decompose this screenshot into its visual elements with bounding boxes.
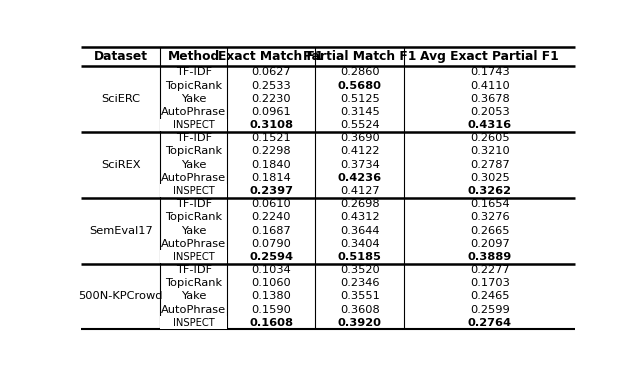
Text: INSPECT: INSPECT bbox=[170, 318, 218, 328]
Text: 0.2298: 0.2298 bbox=[252, 147, 291, 156]
Text: INSPECT: INSPECT bbox=[173, 120, 214, 130]
Text: 0.2346: 0.2346 bbox=[340, 278, 380, 288]
Text: 0.3734: 0.3734 bbox=[340, 160, 380, 170]
Bar bbox=[161, 185, 227, 197]
Text: Partial Match F1: Partial Match F1 bbox=[303, 50, 417, 63]
Text: 0.2764: 0.2764 bbox=[468, 318, 512, 328]
Text: 0.1814: 0.1814 bbox=[252, 173, 291, 183]
Text: INSPECT: INSPECT bbox=[173, 252, 214, 262]
Text: 0.5125: 0.5125 bbox=[340, 94, 380, 104]
Text: 0.2397: 0.2397 bbox=[249, 186, 293, 196]
Text: 0.2053: 0.2053 bbox=[470, 107, 509, 117]
Text: 0.1840: 0.1840 bbox=[252, 160, 291, 170]
Text: Yake: Yake bbox=[181, 226, 207, 236]
Text: 0.2698: 0.2698 bbox=[340, 199, 380, 209]
Text: 0.2277: 0.2277 bbox=[470, 265, 509, 275]
Text: 0.4110: 0.4110 bbox=[470, 80, 509, 91]
Text: SciREX: SciREX bbox=[101, 160, 140, 170]
Text: 0.3145: 0.3145 bbox=[340, 107, 380, 117]
Text: Yake: Yake bbox=[181, 160, 207, 170]
Text: 0.4236: 0.4236 bbox=[338, 173, 382, 183]
Text: 0.4316: 0.4316 bbox=[468, 120, 512, 130]
Text: AutoPhrase: AutoPhrase bbox=[161, 107, 227, 117]
Text: TF-IDF: TF-IDF bbox=[176, 67, 212, 77]
Text: TopicRank: TopicRank bbox=[165, 212, 222, 222]
Text: 0.5680: 0.5680 bbox=[338, 80, 381, 91]
Text: 0.2860: 0.2860 bbox=[340, 67, 380, 77]
Text: 0.3262: 0.3262 bbox=[468, 186, 512, 196]
Text: AutoPhrase: AutoPhrase bbox=[161, 305, 227, 315]
Text: 0.1060: 0.1060 bbox=[252, 278, 291, 288]
Bar bbox=[161, 250, 227, 263]
Text: INSPECT: INSPECT bbox=[170, 186, 218, 196]
Text: Yake: Yake bbox=[181, 291, 207, 302]
Text: 0.3644: 0.3644 bbox=[340, 226, 380, 236]
Text: 0.2599: 0.2599 bbox=[470, 305, 509, 315]
Text: AutoPhrase: AutoPhrase bbox=[161, 239, 227, 249]
Text: Method: Method bbox=[168, 50, 220, 63]
Text: 0.1034: 0.1034 bbox=[252, 265, 291, 275]
Text: 0.2240: 0.2240 bbox=[252, 212, 291, 222]
Text: 0.0790: 0.0790 bbox=[252, 239, 291, 249]
Text: 0.0610: 0.0610 bbox=[252, 199, 291, 209]
Text: 0.3690: 0.3690 bbox=[340, 133, 380, 143]
Text: 0.5185: 0.5185 bbox=[338, 252, 381, 262]
Text: SemEval17: SemEval17 bbox=[89, 226, 152, 236]
Text: INSPECT: INSPECT bbox=[173, 186, 214, 196]
Text: 0.2230: 0.2230 bbox=[252, 94, 291, 104]
Text: 0.5524: 0.5524 bbox=[340, 120, 380, 130]
Text: 0.1687: 0.1687 bbox=[252, 226, 291, 236]
Text: 0.3920: 0.3920 bbox=[338, 318, 381, 328]
Text: 0.2787: 0.2787 bbox=[470, 160, 509, 170]
Text: INSPECT: INSPECT bbox=[170, 252, 218, 262]
Text: 0.4312: 0.4312 bbox=[340, 212, 380, 222]
Text: 0.1703: 0.1703 bbox=[470, 278, 509, 288]
Text: Avg Exact Partial F1: Avg Exact Partial F1 bbox=[420, 50, 559, 63]
Text: INSPECT: INSPECT bbox=[170, 120, 218, 130]
Text: 0.1521: 0.1521 bbox=[252, 133, 291, 143]
Text: 0.1743: 0.1743 bbox=[470, 67, 509, 77]
Text: 0.3276: 0.3276 bbox=[470, 212, 509, 222]
Text: 0.2605: 0.2605 bbox=[470, 133, 509, 143]
Text: 0.0961: 0.0961 bbox=[252, 107, 291, 117]
Text: 0.2097: 0.2097 bbox=[470, 239, 509, 249]
Text: 0.2665: 0.2665 bbox=[470, 226, 509, 236]
Text: 0.2594: 0.2594 bbox=[249, 252, 293, 262]
Text: 0.2533: 0.2533 bbox=[252, 80, 291, 91]
Text: TF-IDF: TF-IDF bbox=[176, 199, 212, 209]
Text: 0.3551: 0.3551 bbox=[340, 291, 380, 302]
Text: INSPECT: INSPECT bbox=[173, 318, 214, 328]
Text: 0.3889: 0.3889 bbox=[468, 252, 512, 262]
Text: 0.1654: 0.1654 bbox=[470, 199, 509, 209]
Text: 0.1608: 0.1608 bbox=[249, 318, 293, 328]
Text: 500N-KPCrowd: 500N-KPCrowd bbox=[79, 291, 163, 302]
Text: TopicRank: TopicRank bbox=[165, 147, 222, 156]
Text: Exact Match F1: Exact Match F1 bbox=[218, 50, 324, 63]
Text: 0.3025: 0.3025 bbox=[470, 173, 509, 183]
Text: 0.0627: 0.0627 bbox=[252, 67, 291, 77]
Text: 0.3678: 0.3678 bbox=[470, 94, 509, 104]
Text: 0.3210: 0.3210 bbox=[470, 147, 509, 156]
Bar bbox=[161, 316, 227, 329]
Text: 0.4127: 0.4127 bbox=[340, 186, 380, 196]
Text: 0.4122: 0.4122 bbox=[340, 147, 380, 156]
Text: 0.3404: 0.3404 bbox=[340, 239, 380, 249]
Text: Yake: Yake bbox=[181, 94, 207, 104]
Text: TF-IDF: TF-IDF bbox=[176, 133, 212, 143]
Text: SciERC: SciERC bbox=[101, 94, 140, 104]
Text: 0.2465: 0.2465 bbox=[470, 291, 509, 302]
Text: TopicRank: TopicRank bbox=[165, 80, 222, 91]
Text: 0.1380: 0.1380 bbox=[252, 291, 291, 302]
Bar bbox=[161, 118, 227, 131]
Text: TF-IDF: TF-IDF bbox=[176, 265, 212, 275]
Text: 0.1590: 0.1590 bbox=[252, 305, 291, 315]
Text: 0.3608: 0.3608 bbox=[340, 305, 380, 315]
Text: 0.3108: 0.3108 bbox=[249, 120, 293, 130]
Text: TopicRank: TopicRank bbox=[165, 278, 222, 288]
Text: 0.3520: 0.3520 bbox=[340, 265, 380, 275]
Text: AutoPhrase: AutoPhrase bbox=[161, 173, 227, 183]
Text: Dataset: Dataset bbox=[93, 50, 148, 63]
